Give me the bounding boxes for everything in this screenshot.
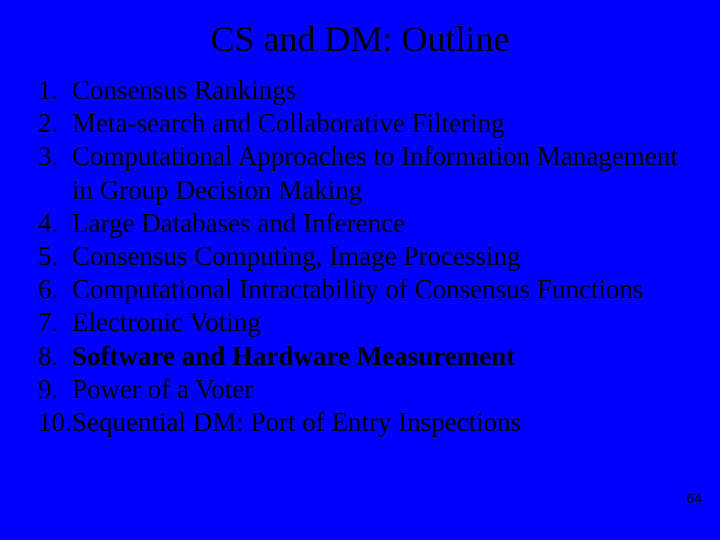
item-number: 1. [38,74,72,107]
list-item: 8.Software and Hardware Measurement [38,340,690,373]
item-number: 5. [38,240,72,273]
slide-title: CS and DM: Outline [0,0,720,74]
item-number: 9. [38,373,72,406]
item-text: Computational Intractability of Consensu… [72,273,690,306]
item-text: Electronic Voting [72,306,690,339]
list-item: 10.Sequential DM: Port of Entry Inspecti… [38,406,690,439]
item-text: Sequential DM: Port of Entry Inspections [72,406,690,439]
page-number: 64 [686,490,702,506]
list-item: 5.Consensus Computing, Image Processing [38,240,690,273]
list-item: 9.Power of a Voter [38,373,690,406]
item-text: Software and Hardware Measurement [72,340,690,373]
list-item: 7.Electronic Voting [38,306,690,339]
item-text: Meta-search and Collaborative Filtering [72,107,690,140]
item-number: 6. [38,273,72,306]
item-number: 3. [38,140,72,173]
list-item: 4.Large Databases and Inference [38,207,690,240]
item-text: Large Databases and Inference [72,207,690,240]
item-number: 7. [38,306,72,339]
item-text: Computational Approaches to Information … [72,140,690,206]
list-item: 1.Consensus Rankings [38,74,690,107]
item-number: 8. [38,340,72,373]
list-item: 3.Computational Approaches to Informatio… [38,140,690,206]
list-item: 6.Computational Intractability of Consen… [38,273,690,306]
item-number: 4. [38,207,72,240]
item-text: Consensus Rankings [72,74,690,107]
outline-list: 1.Consensus Rankings2.Meta-search and Co… [0,74,720,439]
item-text: Power of a Voter [72,373,690,406]
item-number: 10. [38,406,72,439]
item-text: Consensus Computing, Image Processing [72,240,690,273]
item-number: 2. [38,107,72,140]
list-item: 2.Meta-search and Collaborative Filterin… [38,107,690,140]
